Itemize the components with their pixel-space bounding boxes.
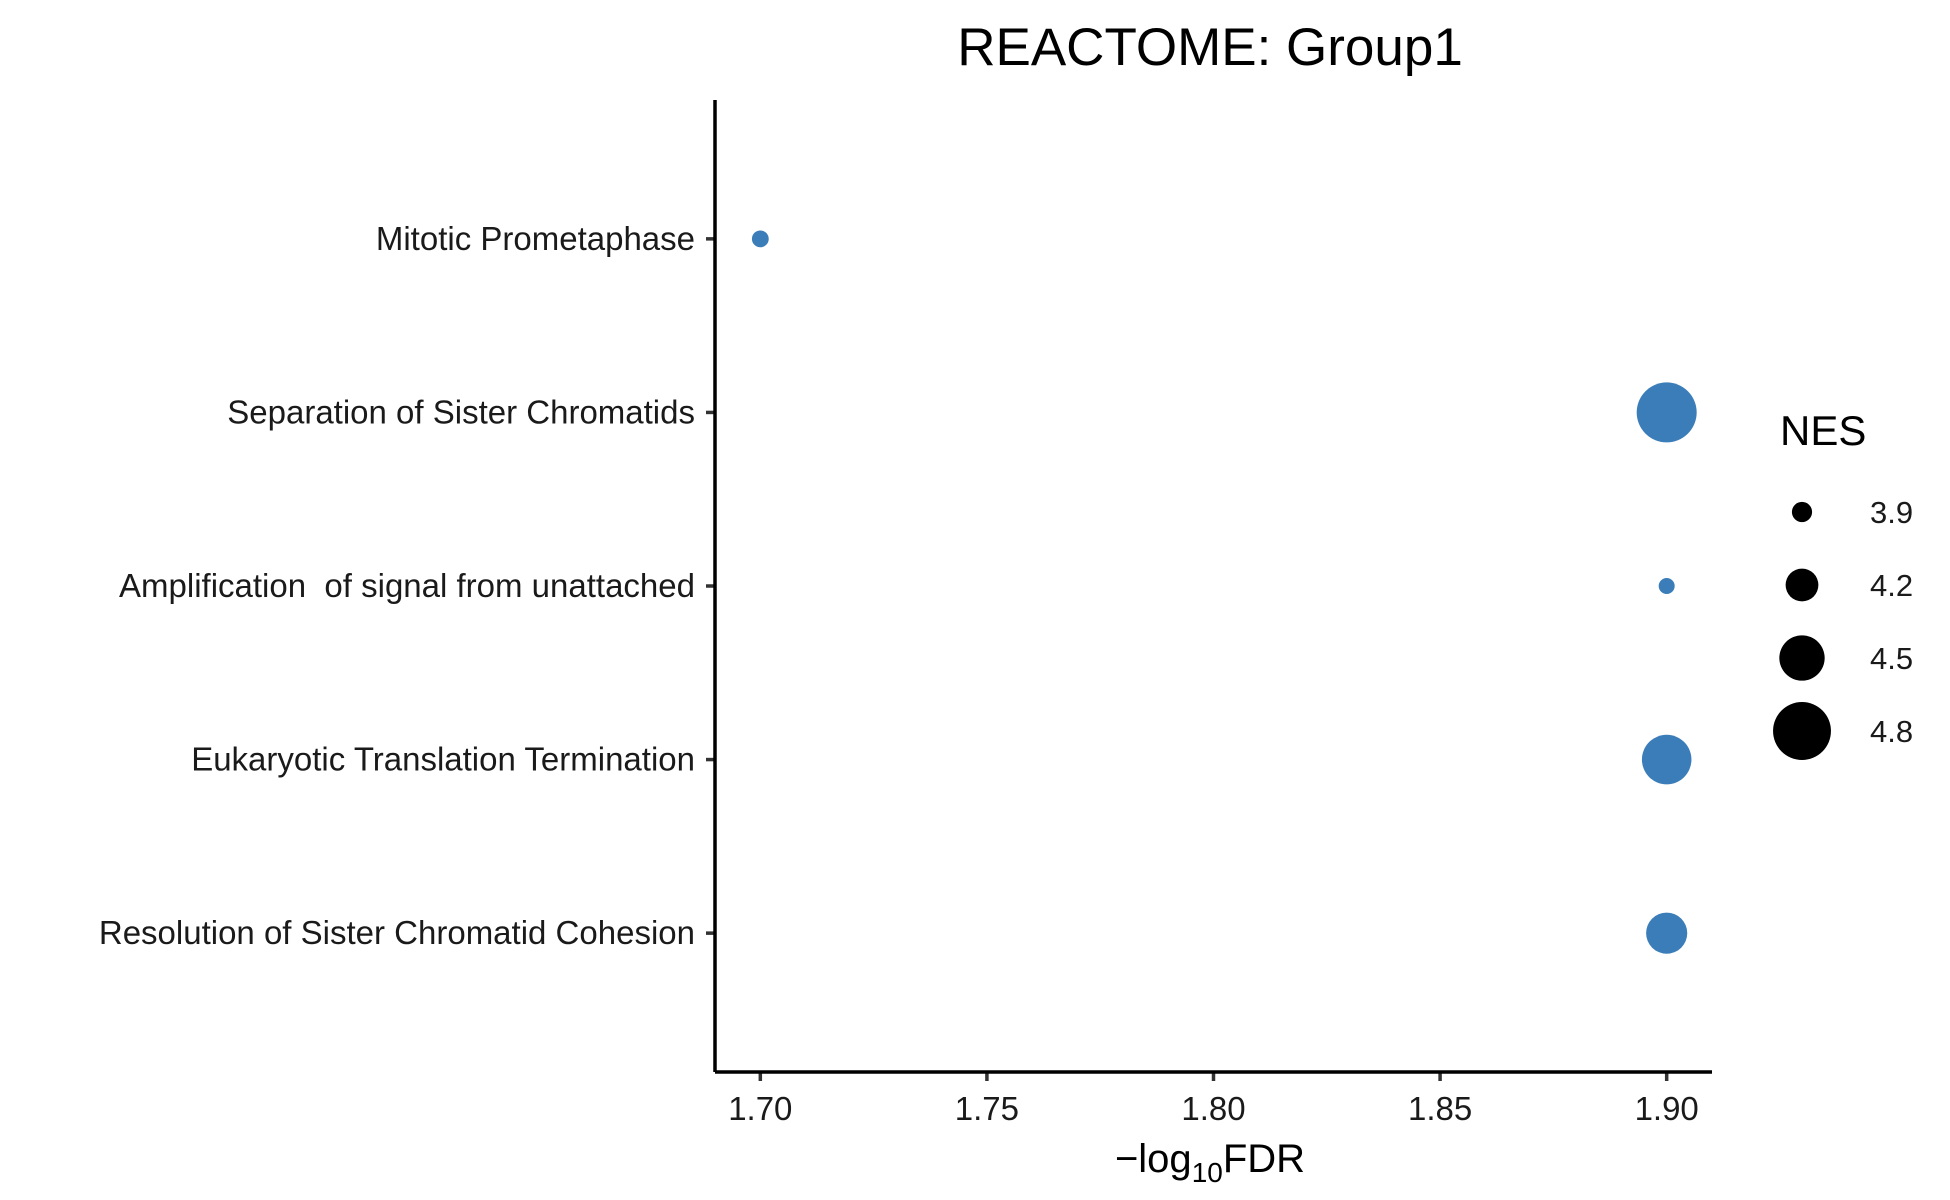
legend-size-marker — [1785, 568, 1819, 602]
data-point — [1636, 382, 1697, 443]
data-point — [1658, 578, 1675, 594]
x-axis-ticks: 1.70 1.75 1.80 1.85 1.90 — [728, 1072, 1699, 1127]
y-tick-label: Resolution of Sister Chromatid Cohesion — [99, 914, 695, 951]
y-tick-label: Eukaryotic Translation Termination — [191, 741, 695, 778]
legend-title: NES — [1780, 407, 1866, 454]
x-axis-label-prefix: −log — [1115, 1137, 1192, 1181]
x-axis-label-subscript: 10 — [1192, 1157, 1223, 1188]
legend-size-marker — [1779, 635, 1825, 681]
legend-size-marker — [1773, 702, 1831, 760]
legend-size-label: 4.5 — [1870, 641, 1913, 676]
chart-title: REACTOME: Group1 — [957, 18, 1463, 77]
data-point — [1641, 734, 1692, 785]
x-tick-label: 1.85 — [1408, 1090, 1472, 1127]
y-tick-label: Amplification of signal from unattached — [119, 567, 695, 604]
x-tick-label: 1.75 — [955, 1090, 1019, 1127]
y-tick-label: Separation of Sister Chromatids — [227, 393, 695, 430]
x-tick-label: 1.70 — [728, 1090, 792, 1127]
legend-size-marker — [1791, 501, 1813, 523]
size-legend: NES 3.9 4.2 4.5 4.8 — [1773, 407, 1913, 760]
y-tick-label: Mitotic Prometaphase — [376, 220, 695, 257]
x-tick-label: 1.90 — [1635, 1090, 1699, 1127]
y-axis-ticks: Mitotic Prometaphase Separation of Sister… — [99, 220, 715, 951]
x-tick-label: 1.80 — [1181, 1090, 1245, 1127]
x-axis-label: −log10FDR — [1115, 1137, 1305, 1188]
legend-size-label: 4.2 — [1870, 568, 1913, 603]
data-point — [1646, 912, 1688, 954]
legend-size-label: 4.8 — [1870, 714, 1913, 749]
data-points — [751, 230, 1697, 954]
x-axis-label-suffix: FDR — [1223, 1137, 1305, 1181]
legend-size-label: 3.9 — [1870, 495, 1913, 530]
data-point — [751, 230, 769, 248]
